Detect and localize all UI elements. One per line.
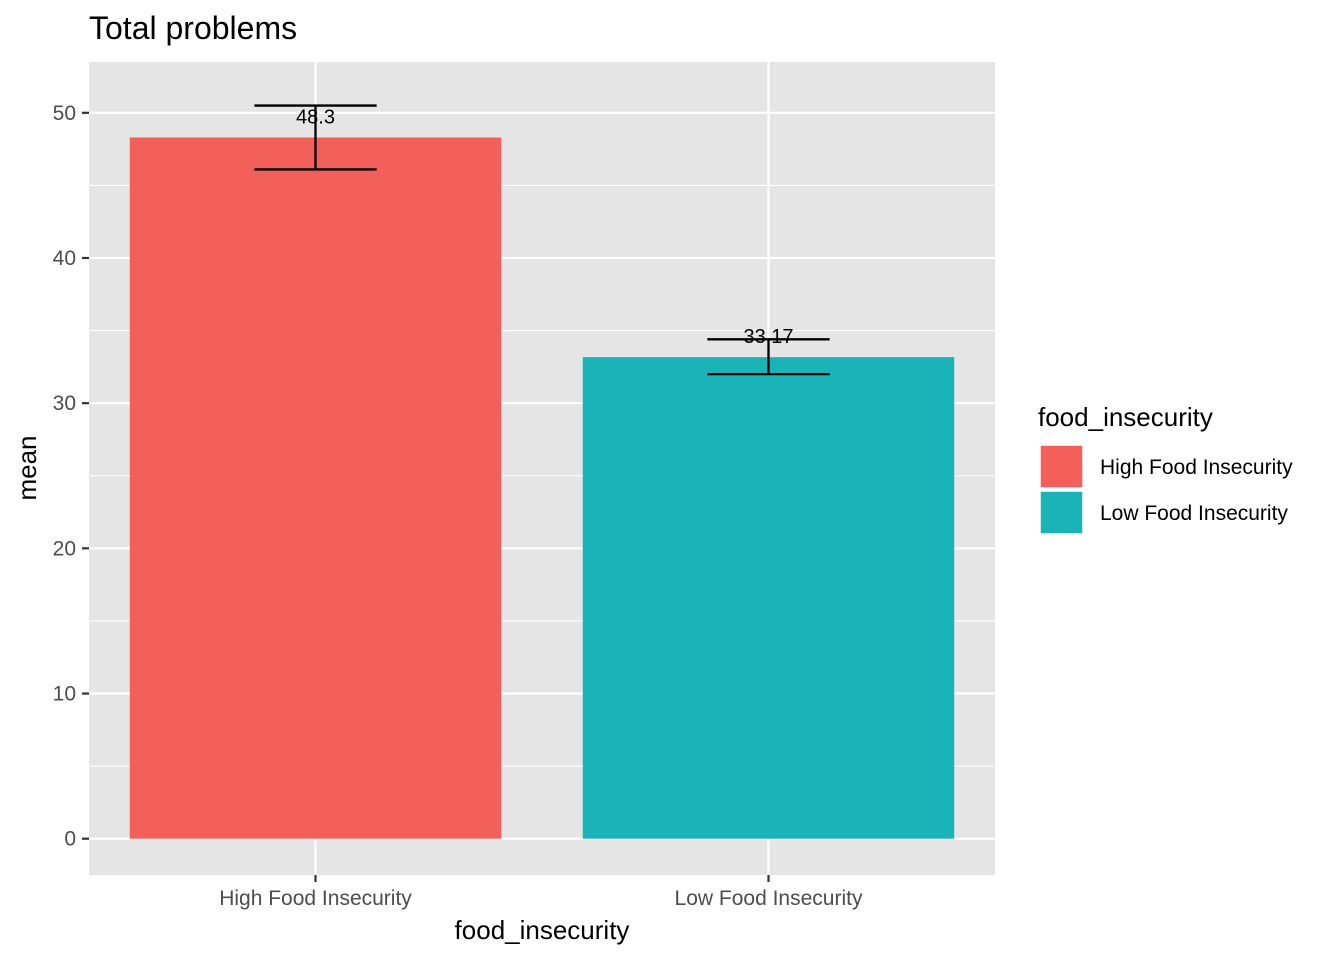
y-tick-label: 50 [53,102,76,125]
y-tick-label: 20 [53,537,76,560]
y-tick-label: 10 [53,683,76,706]
chart-title: Total problems [89,10,297,46]
x-tick-label: Low Food Insecurity [675,887,863,910]
x-axis: High Food Insecurity Low Food Insecurity [219,875,863,910]
data-label: 33.17 [743,326,793,348]
value-labels: 48.3 33.17 [296,106,794,348]
y-tick-label: 30 [53,392,76,415]
legend-swatch [1039,444,1084,489]
y-axis-title: mean [12,435,42,500]
error-bars [254,104,830,376]
legend-label: High Food Insecurity [1100,456,1293,479]
legend-items: High Food Insecurity Low Food Insecurity [1039,444,1293,535]
y-tick-label: 0 [64,828,76,851]
bars [129,137,955,839]
x-tick-label: High Food Insecurity [219,887,412,910]
x-axis-title: food_insecurity [455,915,630,945]
bar [129,137,502,839]
legend: food_insecurity High Food Insecurity Low … [1038,402,1293,535]
data-label: 48.3 [296,106,335,128]
y-axis: 0 10 20 30 40 50 [53,102,89,851]
y-tick-label: 40 [53,247,76,270]
legend-swatch [1039,490,1084,535]
legend-title: food_insecurity [1038,402,1213,432]
bar [582,357,955,839]
legend-label: Low Food Insecurity [1100,502,1288,525]
